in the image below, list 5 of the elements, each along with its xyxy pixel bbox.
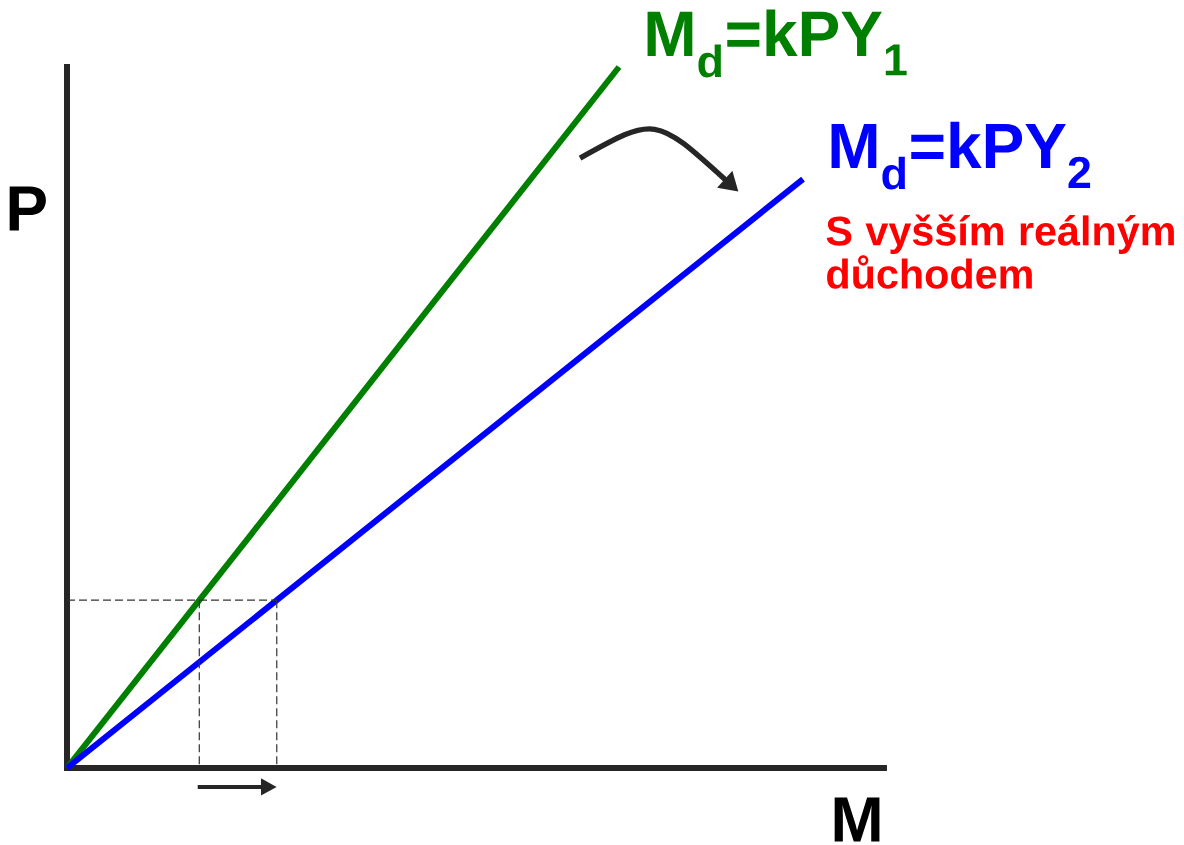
y-axis-title: P bbox=[9, 186, 46, 231]
x-axis-title: M bbox=[834, 797, 880, 842]
annotation: S vyšším reálným důchodem bbox=[826, 214, 1174, 289]
series-label: M$_{d}$=kPY$_{1}$ bbox=[647, 9, 907, 78]
series-label: M$_{d}$=kPY$_{2}$ bbox=[831, 121, 1091, 190]
